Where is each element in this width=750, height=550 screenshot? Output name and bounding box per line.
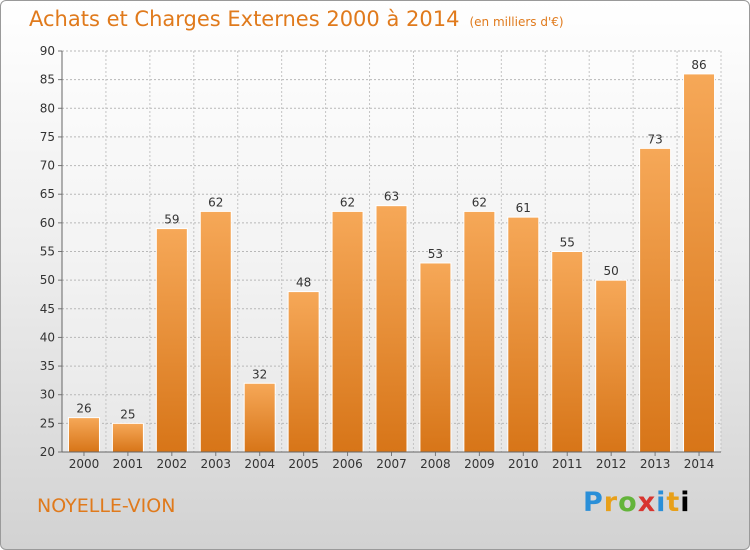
x-tick-label: 2013 (640, 457, 671, 471)
x-tick-label: 2003 (200, 457, 231, 471)
bar-value-label: 62 (208, 195, 223, 209)
x-tick-label: 2002 (157, 457, 188, 471)
x-tick-label: 2007 (376, 457, 407, 471)
logo-letter: r (603, 487, 619, 518)
x-tick-label: 2004 (244, 457, 275, 471)
bar (243, 382, 276, 453)
y-tick-label: 20 (40, 445, 55, 459)
x-tick-label: 2014 (684, 457, 715, 471)
x-tick-label: 2008 (420, 457, 451, 471)
bar (331, 210, 364, 453)
y-tick-label: 90 (40, 44, 55, 58)
axes: 20 25 30 35 40 45 50 55 60 65 70 75 80 85 90 2000 2001 20… (40, 44, 721, 471)
bar-value-label: 61 (516, 201, 531, 215)
x-tick-label: 2001 (113, 457, 144, 471)
bar (111, 422, 144, 453)
bar-value-label: 73 (647, 132, 662, 146)
bar-value-label: 53 (428, 247, 443, 261)
bar-value-label: 59 (164, 213, 179, 227)
y-tick-label: 30 (40, 388, 55, 402)
bar (463, 210, 496, 453)
bar (199, 210, 232, 453)
y-tick-label: 55 (40, 245, 55, 259)
y-tick-label: 75 (40, 130, 55, 144)
logo-letter: P (583, 487, 604, 518)
x-tick-label: 2010 (508, 457, 539, 471)
y-tick-label: 35 (40, 359, 55, 373)
bar (375, 205, 408, 453)
x-tick-label: 2009 (464, 457, 495, 471)
bar (595, 279, 628, 453)
chart-title-text: Achats et Charges Externes 2000 à 2014 (29, 7, 460, 31)
chart-unit: (en milliers d'€) (469, 15, 564, 29)
bar-value-label: 32 (252, 367, 267, 381)
y-tick-label: 45 (40, 302, 55, 316)
y-tick-label: 65 (40, 187, 55, 201)
logo-letter: o (618, 487, 638, 518)
bars (67, 73, 716, 453)
y-tick-label: 40 (40, 330, 55, 344)
bar-value-label: 62 (340, 195, 355, 209)
logo-letter: i (656, 487, 667, 518)
commune-name: NOYELLE-VION (37, 495, 176, 517)
y-tick-label: 50 (40, 273, 55, 287)
bar-value-label: 62 (472, 195, 487, 209)
x-tick-label: 2011 (552, 457, 583, 471)
bar (639, 147, 672, 453)
bar-value-label: 50 (604, 264, 619, 278)
bar (507, 216, 540, 453)
bar-value-label: 25 (120, 407, 135, 421)
logo-letter: t (666, 487, 681, 518)
bar-value-label: 86 (691, 58, 706, 72)
y-tick-label: 85 (40, 73, 55, 87)
bar-value-label: 48 (296, 276, 311, 290)
bar (551, 251, 584, 453)
logo-letter: x (637, 487, 657, 518)
y-tick-label: 80 (40, 101, 55, 115)
data-labels: 26 25 59 62 32 48 62 63 53 62 61 55 50 73 86 (76, 58, 706, 421)
bar (419, 262, 452, 453)
proxiti-logo: Proxiti (583, 487, 691, 518)
bar (683, 73, 716, 453)
x-tick-label: 2005 (288, 457, 319, 471)
bar-value-label: 63 (384, 190, 399, 204)
y-tick-label: 70 (40, 159, 55, 173)
x-tick-label: 2006 (332, 457, 363, 471)
chart-title: Achats et Charges Externes 2000 à 2014 (e… (29, 7, 564, 31)
y-tick-label: 25 (40, 416, 55, 430)
bar-value-label: 55 (560, 236, 575, 250)
bar-value-label: 26 (76, 402, 91, 416)
x-tick-label: 2000 (69, 457, 100, 471)
bar (155, 228, 188, 453)
y-tick-label: 60 (40, 216, 55, 230)
x-tick-label: 2012 (596, 457, 627, 471)
bar (67, 417, 100, 453)
bar (287, 291, 320, 453)
logo-letter: i (680, 487, 691, 518)
